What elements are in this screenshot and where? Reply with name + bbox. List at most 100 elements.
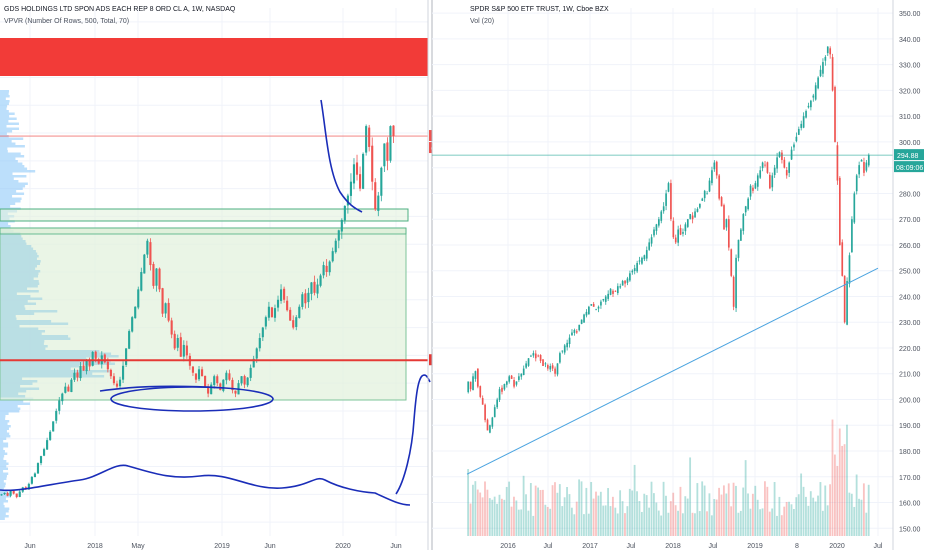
- candle-body: [682, 232, 684, 234]
- candle-body: [197, 369, 201, 380]
- volume-bar: [517, 509, 520, 536]
- volume-bar: [780, 515, 783, 536]
- candle-body: [694, 211, 696, 218]
- volume-bar: [578, 479, 581, 536]
- volume-bar: [496, 503, 498, 536]
- candle-body: [754, 183, 757, 189]
- volume-bar: [826, 505, 829, 536]
- volume-bar: [561, 506, 564, 536]
- profile-row: [0, 480, 4, 483]
- candle-body: [679, 228, 682, 235]
- candle-body: [493, 407, 496, 418]
- volume-bar: [867, 484, 870, 536]
- candle-body: [522, 368, 525, 376]
- candle-body: [778, 152, 781, 158]
- candle-body: [686, 219, 689, 227]
- profile-row: [0, 105, 8, 108]
- time-axis-right[interactable]: 2016 Jul 2017 Jul 2018 Jul 2019 8 2020 Jul: [500, 543, 883, 550]
- drawing-line-support[interactable]: [99, 385, 225, 392]
- volume-bar: [611, 496, 614, 536]
- candle-body: [703, 190, 706, 199]
- chart-left[interactable]: 76.0072.0068.0064.0060.0056.0052.0048.00…: [0, 0, 459, 550]
- candle-body: [790, 149, 793, 160]
- drawing-wave-bottom[interactable]: [0, 464, 411, 506]
- volume-bar: [558, 484, 561, 536]
- candle-body: [544, 363, 547, 365]
- candle-body: [143, 254, 146, 274]
- profile-row: [0, 447, 4, 450]
- candle-body: [167, 302, 170, 321]
- candle-body: [283, 288, 286, 300]
- profile-row: [0, 182, 28, 185]
- candle-body: [826, 46, 829, 54]
- candle-body: [797, 129, 800, 135]
- x-tick-label: Jul: [874, 543, 883, 550]
- y-tick-label: 330.00: [899, 63, 921, 70]
- volume-bar: [616, 513, 619, 536]
- volume-bar: [720, 494, 723, 536]
- candle-body: [829, 48, 832, 55]
- candle-body: [501, 387, 503, 392]
- volume-bar: [703, 485, 706, 536]
- candle-body: [583, 314, 585, 323]
- candle-body: [672, 220, 675, 238]
- resistance-zone-red[interactable]: [0, 38, 428, 76]
- volume-bar: [614, 507, 617, 536]
- trendline[interactable]: [466, 267, 879, 475]
- candle-body: [467, 381, 470, 393]
- profile-row: [0, 185, 26, 188]
- volume-bar: [653, 493, 655, 536]
- candle-body: [6, 493, 9, 496]
- candle-body: [225, 372, 228, 381]
- breakout-zone-green[interactable]: [0, 208, 409, 222]
- profile-row: [0, 422, 8, 425]
- volume-bar: [848, 492, 851, 536]
- candle-body: [616, 286, 619, 294]
- x-tick-label: Jun: [264, 543, 275, 550]
- y-tick-label: 280.00: [899, 191, 921, 198]
- candle-body: [744, 206, 747, 213]
- drawing-arrow-up[interactable]: [395, 374, 431, 495]
- profile-row: [0, 117, 17, 120]
- volume-bar: [544, 504, 547, 536]
- volume-bar: [491, 499, 494, 536]
- y-tick-label: 310.00: [899, 114, 921, 121]
- candle-body: [665, 193, 667, 206]
- chart-right-lines: [432, 154, 893, 475]
- candle-body: [182, 344, 185, 357]
- time-axis-left[interactable]: Jun 2018 May 2019 Jun 2020 Jun: [24, 543, 401, 550]
- candle-body: [377, 195, 380, 211]
- candle-body: [252, 358, 255, 368]
- candle-body: [255, 348, 258, 359]
- candle-body: [629, 273, 631, 281]
- profile-row: [0, 130, 13, 133]
- profile-row: [0, 162, 23, 165]
- candle-body: [626, 278, 629, 283]
- candle-body: [706, 193, 708, 195]
- candle-body: [79, 365, 82, 379]
- candle-body: [137, 289, 140, 308]
- chart-right[interactable]: 350.00340.00330.00320.00310.00300.00290.…: [431, 0, 932, 550]
- drawing-curve-top[interactable]: [320, 99, 363, 213]
- volume-bar: [621, 501, 624, 536]
- candle-body: [392, 125, 395, 137]
- candle-body: [795, 136, 798, 142]
- candle-body: [42, 449, 46, 456]
- countdown-badge: [894, 161, 924, 173]
- volume-bar: [493, 496, 496, 536]
- y-tick-label: 210.00: [899, 372, 921, 379]
- profile-row: [0, 460, 7, 463]
- price-axis-right[interactable]: 350.00340.00330.00320.00310.00300.00290.…: [894, 11, 924, 533]
- x-tick-label: Jul: [544, 543, 553, 550]
- volume-bar: [566, 486, 568, 536]
- profile-row: [0, 97, 6, 100]
- candle-body: [155, 268, 158, 286]
- candle-body: [727, 219, 730, 248]
- volume-bar: [570, 507, 573, 536]
- candle-body: [355, 162, 359, 175]
- candle-body: [525, 363, 527, 368]
- candle-body: [563, 345, 566, 353]
- candle-body: [234, 390, 237, 394]
- freehand-drawings[interactable]: [0, 99, 431, 506]
- profile-row: [0, 92, 9, 95]
